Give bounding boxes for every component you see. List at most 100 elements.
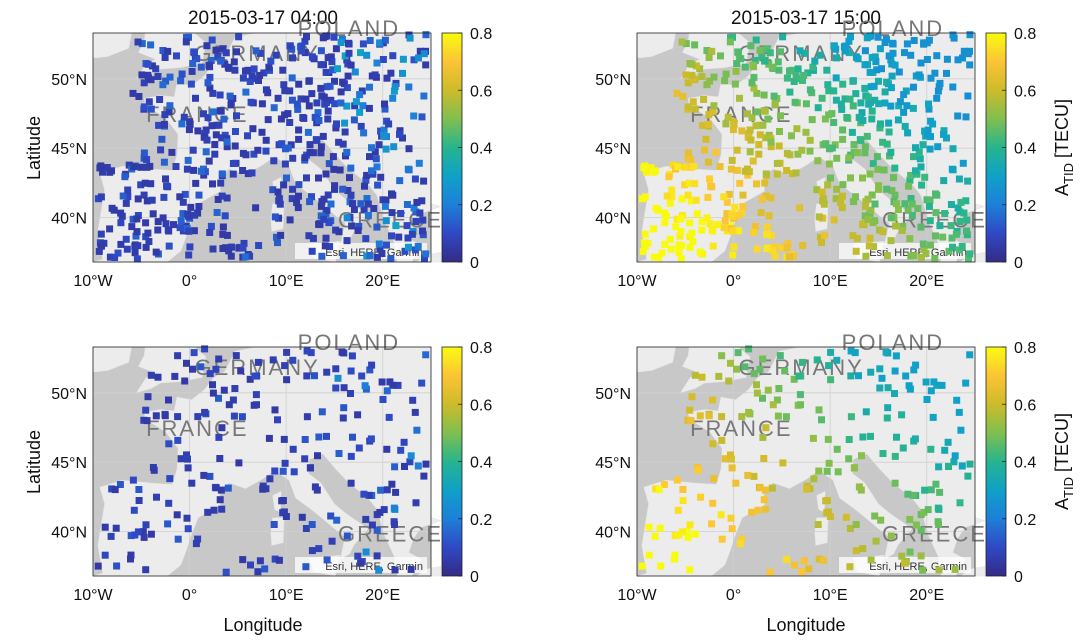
station-marker [187,80,195,88]
station-marker [190,48,198,56]
station-marker [385,120,393,128]
station-marker [803,485,811,493]
station-marker [947,222,955,230]
station-marker [731,80,739,88]
station-marker [270,157,278,165]
station-marker [733,60,741,67]
station-marker [201,345,209,353]
station-marker [351,102,359,110]
station-marker [762,170,770,178]
station-marker [950,458,958,466]
station-marker [871,512,879,520]
station-marker [660,481,668,488]
station-marker [362,235,370,243]
station-marker [186,120,194,128]
station-marker [183,514,191,522]
station-marker [674,163,682,171]
station-marker [723,210,731,218]
station-marker [721,77,729,85]
station-marker [855,372,862,380]
station-marker [319,132,327,140]
station-marker [929,413,937,421]
station-marker [396,130,403,138]
station-marker [123,245,131,253]
station-marker [790,78,798,85]
station-marker [339,140,347,148]
station-marker [745,408,753,416]
station-marker [326,243,334,251]
station-marker [165,227,173,235]
station-marker [331,182,339,190]
station-marker [157,146,165,154]
station-marker [357,559,365,567]
station-marker [936,488,944,496]
x-tick-label: 10°W [73,587,113,604]
station-marker [783,167,791,174]
station-marker [728,156,736,164]
station-marker [165,242,173,250]
station-marker [96,164,104,172]
station-marker [725,190,733,198]
station-marker [650,225,658,233]
station-marker [760,455,768,462]
station-marker [323,368,331,376]
station-marker [142,521,150,529]
station-marker [203,42,211,50]
station-marker [786,67,793,75]
station-marker [420,50,428,58]
station-marker [357,200,365,208]
station-marker [783,74,791,82]
station-marker [343,148,351,156]
station-marker [383,486,391,494]
station-marker [323,206,331,214]
station-marker [271,467,279,475]
station-marker [180,113,188,121]
station-marker [927,445,935,453]
station-marker [324,115,332,123]
station-marker [380,132,388,139]
station-marker [152,412,160,420]
x-tick-label: 20°E [909,273,944,290]
station-marker [738,127,746,135]
station-marker [761,57,769,65]
station-marker [643,168,650,176]
station-marker [875,100,883,108]
station-marker [705,111,713,119]
x-tick-label: 0° [182,273,197,290]
station-marker [738,413,746,421]
station-marker [137,181,145,189]
station-marker [814,521,822,528]
station-marker [671,555,678,563]
station-marker [162,175,169,183]
station-marker [757,209,765,216]
station-marker [142,406,150,414]
station-marker [321,242,329,250]
station-marker [858,452,865,460]
station-marker [853,149,861,157]
station-marker [717,511,725,519]
station-marker [147,180,155,188]
station-marker [227,252,235,260]
station-marker [908,212,916,219]
station-marker [302,525,310,532]
station-marker [772,243,779,251]
station-marker [282,145,289,153]
station-marker [219,245,227,252]
station-marker [150,466,158,474]
station-marker [302,95,310,103]
station-marker [422,31,430,39]
station-marker [370,205,378,212]
station-marker [281,362,289,370]
station-marker [922,250,930,257]
station-marker [889,49,897,57]
station-marker [235,33,243,41]
station-marker [790,375,798,383]
station-marker [147,41,155,49]
station-marker [870,243,878,251]
station-marker [176,193,184,201]
station-marker [183,34,190,41]
panel-3-ticks: 10°W 0° 10°E 20°E 40°N 45°N 50°N [51,346,432,604]
station-marker [796,204,804,212]
station-marker [852,90,860,98]
station-marker [373,59,381,67]
